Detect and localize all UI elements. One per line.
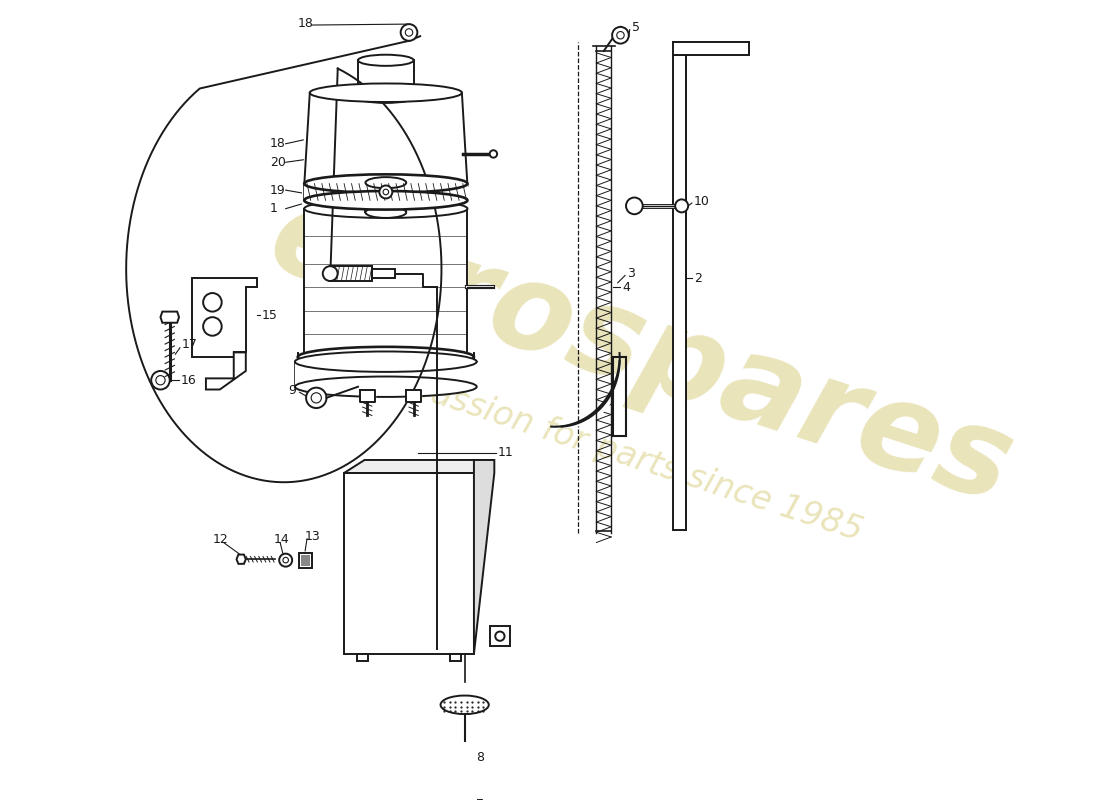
Text: 13: 13 [305, 530, 321, 542]
Text: 1: 1 [270, 202, 278, 215]
Ellipse shape [305, 348, 468, 366]
Polygon shape [305, 93, 310, 186]
Text: 20: 20 [270, 156, 286, 169]
Ellipse shape [358, 92, 414, 103]
Ellipse shape [306, 388, 327, 408]
Text: 2: 2 [694, 272, 702, 285]
Ellipse shape [311, 393, 321, 403]
Ellipse shape [310, 83, 462, 102]
Text: 18: 18 [270, 138, 286, 150]
Text: eurospares: eurospares [255, 178, 1026, 527]
Text: 12: 12 [212, 534, 228, 546]
Ellipse shape [295, 351, 476, 372]
Polygon shape [372, 269, 395, 278]
Text: 9: 9 [288, 384, 296, 397]
Circle shape [322, 266, 338, 281]
Polygon shape [406, 390, 421, 402]
Text: 8: 8 [476, 751, 484, 764]
Text: 17: 17 [182, 338, 198, 351]
Text: a passion for parts since 1985: a passion for parts since 1985 [377, 361, 867, 548]
Text: 5: 5 [631, 22, 639, 34]
Bar [299, 553, 311, 567]
Polygon shape [450, 654, 461, 662]
Circle shape [612, 27, 629, 43]
Polygon shape [305, 184, 468, 200]
Ellipse shape [305, 191, 468, 210]
Text: 14: 14 [274, 534, 289, 546]
Polygon shape [330, 266, 372, 281]
Circle shape [400, 24, 417, 41]
Circle shape [204, 293, 222, 312]
Polygon shape [358, 654, 368, 662]
Circle shape [204, 317, 222, 336]
Polygon shape [161, 312, 179, 322]
Ellipse shape [490, 150, 497, 158]
Bar [344, 473, 474, 654]
Polygon shape [236, 554, 245, 564]
Text: 7: 7 [476, 798, 484, 800]
Text: 3: 3 [627, 267, 635, 280]
Ellipse shape [305, 174, 468, 193]
Ellipse shape [358, 54, 414, 66]
Ellipse shape [279, 554, 293, 566]
Circle shape [495, 631, 505, 641]
Text: 18: 18 [298, 17, 314, 30]
Ellipse shape [298, 347, 474, 367]
Bar [300, 554, 310, 566]
Circle shape [383, 189, 388, 194]
Ellipse shape [305, 175, 468, 196]
Ellipse shape [440, 695, 488, 714]
Polygon shape [456, 793, 473, 800]
Ellipse shape [305, 199, 468, 218]
Ellipse shape [461, 755, 469, 761]
Text: 10: 10 [694, 194, 710, 208]
Polygon shape [673, 54, 686, 530]
Polygon shape [490, 626, 510, 646]
Text: 4: 4 [623, 281, 630, 294]
Polygon shape [295, 362, 476, 386]
Circle shape [617, 31, 624, 39]
Circle shape [405, 29, 412, 36]
Polygon shape [462, 93, 468, 186]
Ellipse shape [458, 753, 472, 762]
Ellipse shape [365, 177, 406, 188]
Circle shape [626, 198, 642, 214]
Polygon shape [360, 390, 375, 402]
Text: 16: 16 [180, 374, 197, 386]
Circle shape [379, 186, 393, 198]
Polygon shape [206, 353, 245, 390]
Text: 11: 11 [498, 446, 514, 459]
Ellipse shape [151, 371, 169, 390]
Ellipse shape [365, 207, 406, 218]
Polygon shape [305, 209, 468, 357]
Ellipse shape [283, 558, 288, 563]
Text: 19: 19 [270, 184, 286, 197]
Circle shape [675, 199, 689, 212]
Ellipse shape [156, 375, 165, 385]
Polygon shape [192, 278, 257, 357]
Polygon shape [474, 460, 494, 654]
Polygon shape [344, 460, 494, 473]
Text: 15: 15 [262, 309, 277, 322]
Ellipse shape [295, 377, 476, 397]
Polygon shape [673, 42, 749, 54]
